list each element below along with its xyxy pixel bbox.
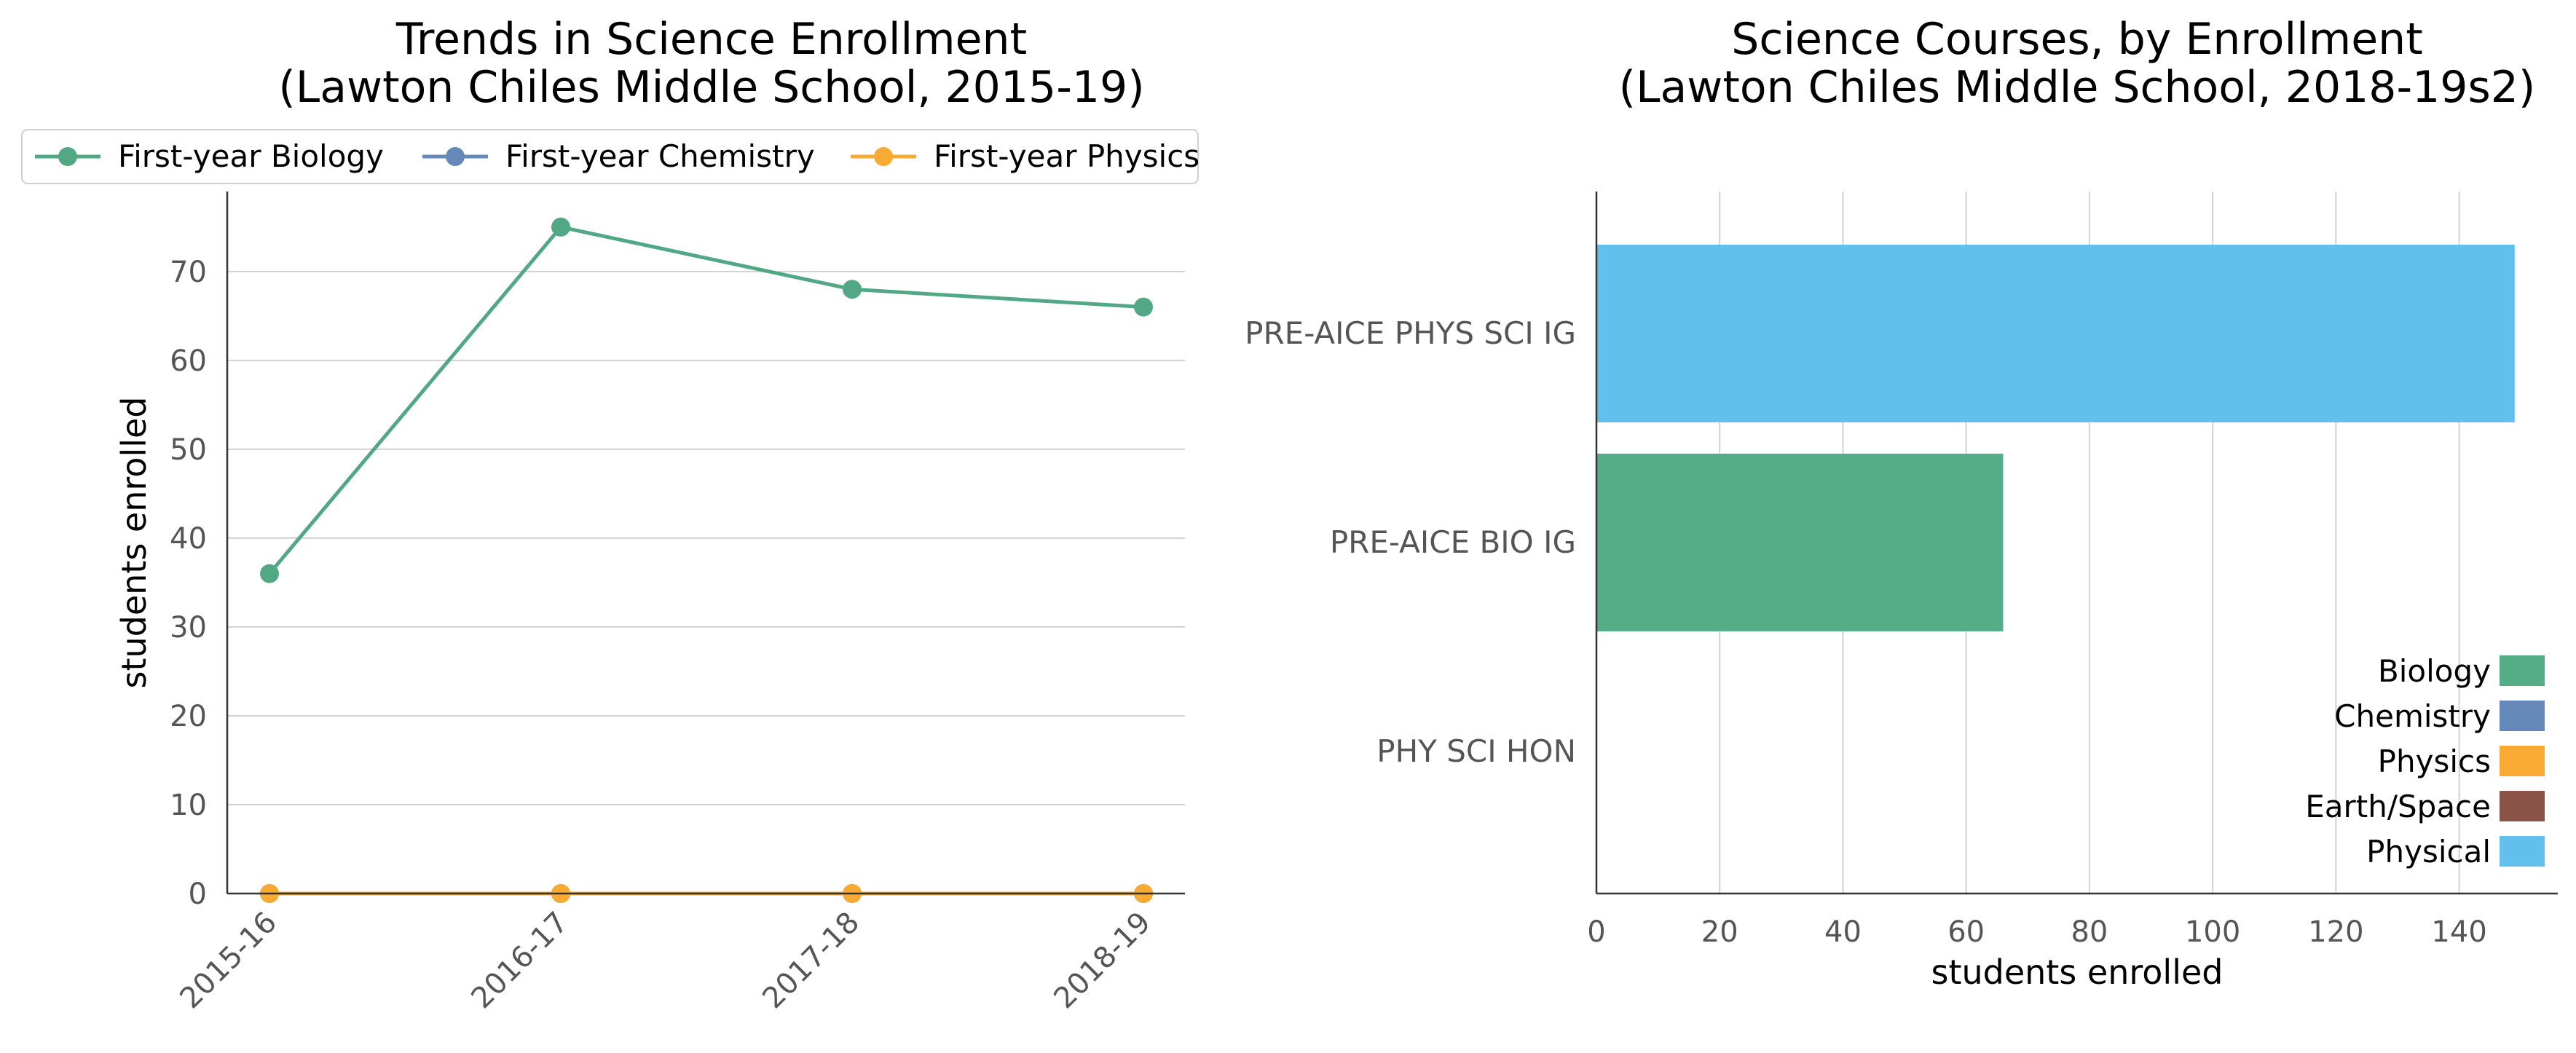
bar-chart-x-axis-label: students enrolled <box>1931 953 2224 992</box>
legend-label: Chemistry <box>2334 698 2491 734</box>
line-chart-subtitle: (Lawton Chiles Middle School, 2015-19) <box>278 62 1144 113</box>
line-chart-gridlines <box>227 270 1185 894</box>
line-chart-legend: First-year Biology First-year Chemistry Fi… <box>21 129 1200 184</box>
legend-entry: Earth/Space <box>2305 789 2545 824</box>
legend-label: Physics <box>2378 744 2491 779</box>
legend-label: Earth/Space <box>2305 789 2491 824</box>
series-point <box>551 217 570 237</box>
legend-entry: Chemistry <box>2334 698 2545 734</box>
line-chart-y-tick-label: 60 <box>170 344 207 378</box>
legend-label: Physical <box>2366 834 2491 869</box>
legend-swatch <box>2500 836 2545 867</box>
series-point <box>843 280 862 299</box>
legend-marker <box>874 147 893 166</box>
bar-chart: Science Courses, by Enrollment (Lawton C… <box>1245 14 2558 992</box>
legend-swatch <box>2500 791 2545 821</box>
line-chart-y-tick-label: 30 <box>170 611 207 644</box>
bar-chart-category-label: PRE-AICE PHYS SCI IG <box>1245 315 1576 351</box>
legend-label: Biology <box>2378 653 2491 689</box>
bar-chart-x-tick-label: 0 <box>1587 915 1605 949</box>
legend-label: First-year Chemistry <box>505 138 815 174</box>
line-chart-y-ticks: 0 10 20 30 40 50 60 70 <box>170 256 207 911</box>
legend-swatch <box>2500 701 2545 731</box>
series-line <box>268 225 1144 575</box>
line-chart-legend-frame <box>21 129 1199 184</box>
series-point <box>1134 297 1153 317</box>
bar-chart-x-tick-label: 20 <box>1701 915 1738 949</box>
line-chart-y-tick-label: 10 <box>170 789 207 822</box>
bar-chart-x-tick-label: 120 <box>2308 915 2363 949</box>
bar-chart-subtitle: (Lawton Chiles Middle School, 2018-19s2) <box>1619 62 2536 113</box>
bar-chart-category-label: PHY SCI HON <box>1376 733 1576 769</box>
bar-chart-category-labels: PRE-AICE PHYS SCI IG PRE-AICE BIO IG PHY S… <box>1245 315 1576 769</box>
legend-marker <box>58 147 77 166</box>
legend-entry: First-year Biology <box>35 138 384 174</box>
legend-label: First-year Biology <box>118 138 384 174</box>
line-chart-y-axis-label: students enrolled <box>114 397 154 689</box>
line-chart-x-tick-label: 2016-17 <box>465 906 575 1016</box>
bar-chart-x-tick-label: 80 <box>2071 915 2108 949</box>
legend-entry: Physical <box>2366 834 2545 869</box>
line-chart-x-ticks: 2015-16 2016-17 2017-18 2018-19 <box>173 906 1157 1016</box>
legend-marker <box>446 147 465 166</box>
line-chart-x-tick-label: 2017-18 <box>756 906 866 1016</box>
legend-label: First-year Physics <box>934 138 1200 174</box>
bar-chart-x-tick-label: 40 <box>1824 915 1862 949</box>
line-chart-y-tick-label: 70 <box>170 256 207 289</box>
legend-entry: Biology <box>2378 653 2545 689</box>
legend-entry: Physics <box>2378 744 2545 779</box>
bar <box>1596 454 2004 631</box>
line-chart-y-tick-label: 0 <box>189 878 207 911</box>
line-chart-x-tick-label: 2015-16 <box>173 906 283 1016</box>
bar-chart-x-tick-label: 140 <box>2431 915 2486 949</box>
legend-entry: First-year Chemistry <box>422 138 815 174</box>
line-chart-y-tick-label: 40 <box>170 522 207 556</box>
line-chart-title: Trends in Science Enrollment <box>395 14 1027 65</box>
bar-chart-x-tick-label: 100 <box>2185 915 2240 949</box>
bar-chart-x-tick-label: 60 <box>1947 915 1985 949</box>
legend-swatch <box>2500 746 2545 776</box>
line-chart-x-tick-label: 2018-19 <box>1047 906 1157 1016</box>
bar <box>1596 245 2515 422</box>
line-chart-y-tick-label: 50 <box>170 433 207 467</box>
bar-chart-category-label: PRE-AICE BIO IG <box>1330 524 1576 560</box>
line-chart-y-tick-label: 20 <box>170 700 207 733</box>
bar-chart-bars <box>1596 245 2515 631</box>
line-series-first-year-biology <box>260 217 1153 583</box>
bar-chart-title: Science Courses, by Enrollment <box>1731 14 2422 65</box>
bar-chart-x-ticks: 0 20 40 60 80 100 120 140 <box>1587 915 2487 949</box>
legend-swatch <box>2500 655 2545 686</box>
line-chart-series <box>260 217 1153 903</box>
legend-entry: First-year Physics <box>851 138 1200 174</box>
series-point <box>260 564 279 583</box>
line-chart: Trends in Science Enrollment (Lawton Chi… <box>21 14 1200 1016</box>
bar-chart-legend: Biology Chemistry Physics Earth/Space Physic… <box>2305 653 2545 869</box>
